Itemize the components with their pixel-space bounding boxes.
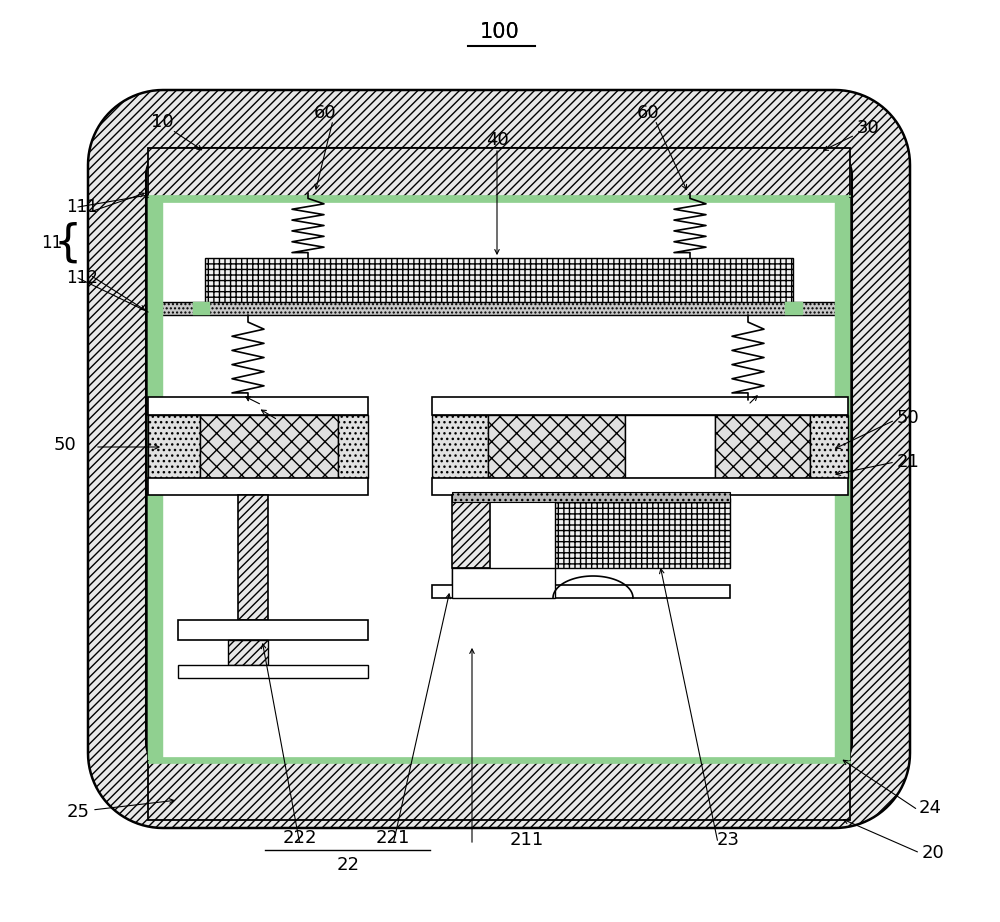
Text: 30: 30: [857, 119, 879, 137]
Text: 40: 40: [486, 131, 508, 149]
Bar: [148, 757, 850, 763]
Bar: [200, 415, 338, 478]
Text: 100: 100: [480, 22, 520, 42]
Bar: [835, 198, 850, 760]
Bar: [178, 665, 368, 678]
PathPatch shape: [88, 90, 910, 828]
Text: 50: 50: [54, 436, 76, 454]
Bar: [238, 495, 268, 620]
Text: 24: 24: [918, 799, 942, 817]
Text: 20: 20: [922, 844, 944, 862]
Text: 23: 23: [716, 831, 740, 849]
Text: {: {: [54, 221, 82, 265]
Bar: [432, 415, 488, 478]
Bar: [148, 198, 163, 760]
Text: 21: 21: [897, 453, 919, 471]
Bar: [785, 302, 803, 315]
Bar: [148, 302, 850, 315]
Bar: [148, 478, 368, 495]
Bar: [338, 415, 368, 478]
Bar: [452, 495, 490, 568]
Bar: [148, 148, 850, 198]
PathPatch shape: [146, 148, 852, 770]
Text: 112: 112: [66, 269, 98, 287]
Bar: [148, 415, 200, 478]
Bar: [488, 415, 625, 478]
Bar: [432, 585, 730, 598]
Text: 50: 50: [897, 409, 919, 427]
Text: 10: 10: [151, 113, 173, 131]
Text: 222: 222: [283, 829, 317, 847]
Bar: [452, 568, 555, 598]
Bar: [228, 640, 268, 665]
Bar: [205, 258, 793, 305]
Bar: [178, 620, 368, 640]
Bar: [432, 478, 848, 495]
Bar: [625, 415, 715, 478]
Text: 22: 22: [336, 856, 360, 874]
Text: 211: 211: [510, 831, 544, 849]
Bar: [148, 760, 850, 820]
Text: 100: 100: [480, 22, 520, 42]
Text: 25: 25: [66, 803, 90, 821]
Bar: [810, 415, 848, 478]
Text: 221: 221: [376, 829, 410, 847]
Bar: [715, 415, 810, 478]
Text: 60: 60: [314, 104, 336, 122]
Text: 111: 111: [66, 198, 98, 216]
Bar: [452, 492, 730, 502]
Bar: [193, 302, 210, 315]
Bar: [432, 397, 848, 415]
Text: 60: 60: [637, 104, 659, 122]
Bar: [452, 568, 490, 585]
Bar: [148, 397, 368, 415]
Bar: [148, 195, 850, 202]
Text: 11: 11: [41, 234, 63, 252]
Bar: [555, 498, 730, 568]
